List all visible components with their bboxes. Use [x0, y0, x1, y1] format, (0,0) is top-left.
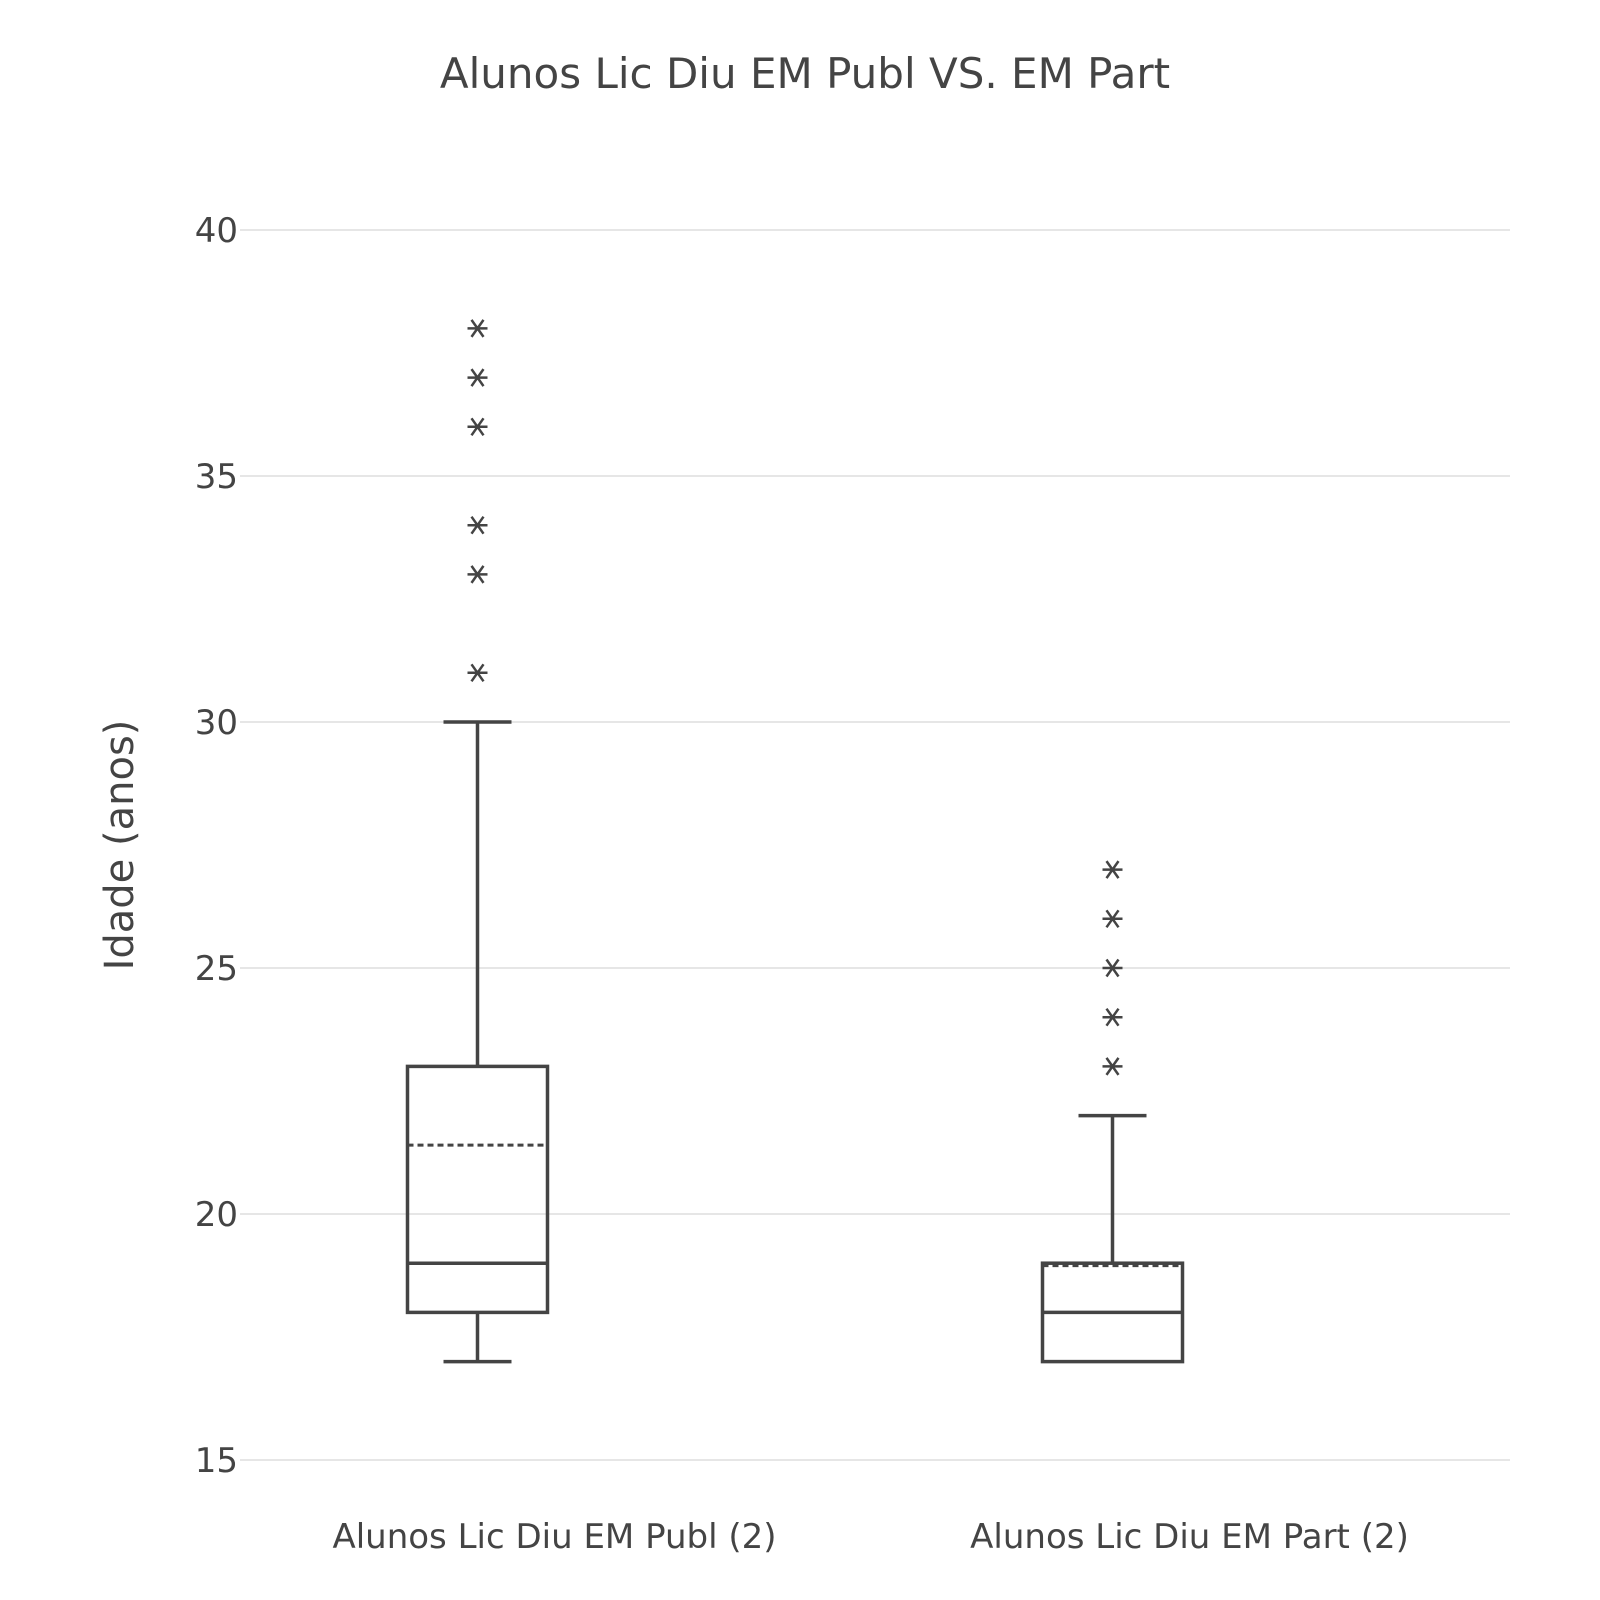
- y-axis-title: Idade (anos): [97, 720, 143, 971]
- box-series: [405, 319, 1185, 1364]
- y-tick-label-35: 35: [195, 457, 238, 497]
- outlier-stroke: [470, 319, 485, 338]
- outlier-stroke: [1105, 958, 1120, 978]
- x-category-label-2: Alunos Lic Diu EM Part (2): [970, 1517, 1409, 1557]
- y-tick-label-25: 25: [195, 949, 238, 989]
- outlier-stroke: [1105, 909, 1120, 929]
- box-1: [405, 319, 550, 1364]
- box-2: [1040, 860, 1185, 1364]
- y-tick-label-40: 40: [195, 211, 238, 251]
- outlier-point: [467, 368, 488, 387]
- outlier-stroke: [470, 368, 485, 387]
- outlier-stroke: [1105, 1057, 1120, 1076]
- y-tick-label-30: 30: [195, 703, 238, 743]
- outlier-point: [467, 565, 488, 584]
- iqr-box: [405, 1064, 550, 1315]
- gridlines: [240, 229, 1510, 1461]
- outlier-stroke: [470, 663, 485, 683]
- outlier-point: [1102, 1057, 1123, 1076]
- outlier-stroke: [1105, 860, 1120, 879]
- outlier-stroke: [470, 565, 485, 584]
- outlier-point: [1102, 909, 1123, 929]
- outlier-point: [467, 319, 488, 338]
- outlier-point: [467, 515, 488, 535]
- y-tick-label-15: 15: [195, 1441, 238, 1481]
- outlier-point: [467, 417, 488, 437]
- outlier-stroke: [470, 515, 485, 535]
- y-tick-label-20: 20: [195, 1195, 238, 1235]
- outlier-point: [1102, 860, 1123, 879]
- outlier-stroke: [1105, 1007, 1120, 1027]
- outlier-point: [1102, 1007, 1123, 1027]
- x-category-label-1: Alunos Lic Diu EM Publ (2): [332, 1517, 776, 1557]
- y-axis-ticks: 15 20 25 30 35 40: [195, 211, 238, 1481]
- outlier-point: [467, 663, 488, 683]
- outlier-stroke: [470, 417, 485, 437]
- chart-title: Alunos Lic Diu EM Publ VS. EM Part: [440, 49, 1170, 98]
- outlier-point: [1102, 958, 1123, 978]
- x-axis-categories: Alunos Lic Diu EM Publ (2) Alunos Lic Diu…: [332, 1517, 1408, 1557]
